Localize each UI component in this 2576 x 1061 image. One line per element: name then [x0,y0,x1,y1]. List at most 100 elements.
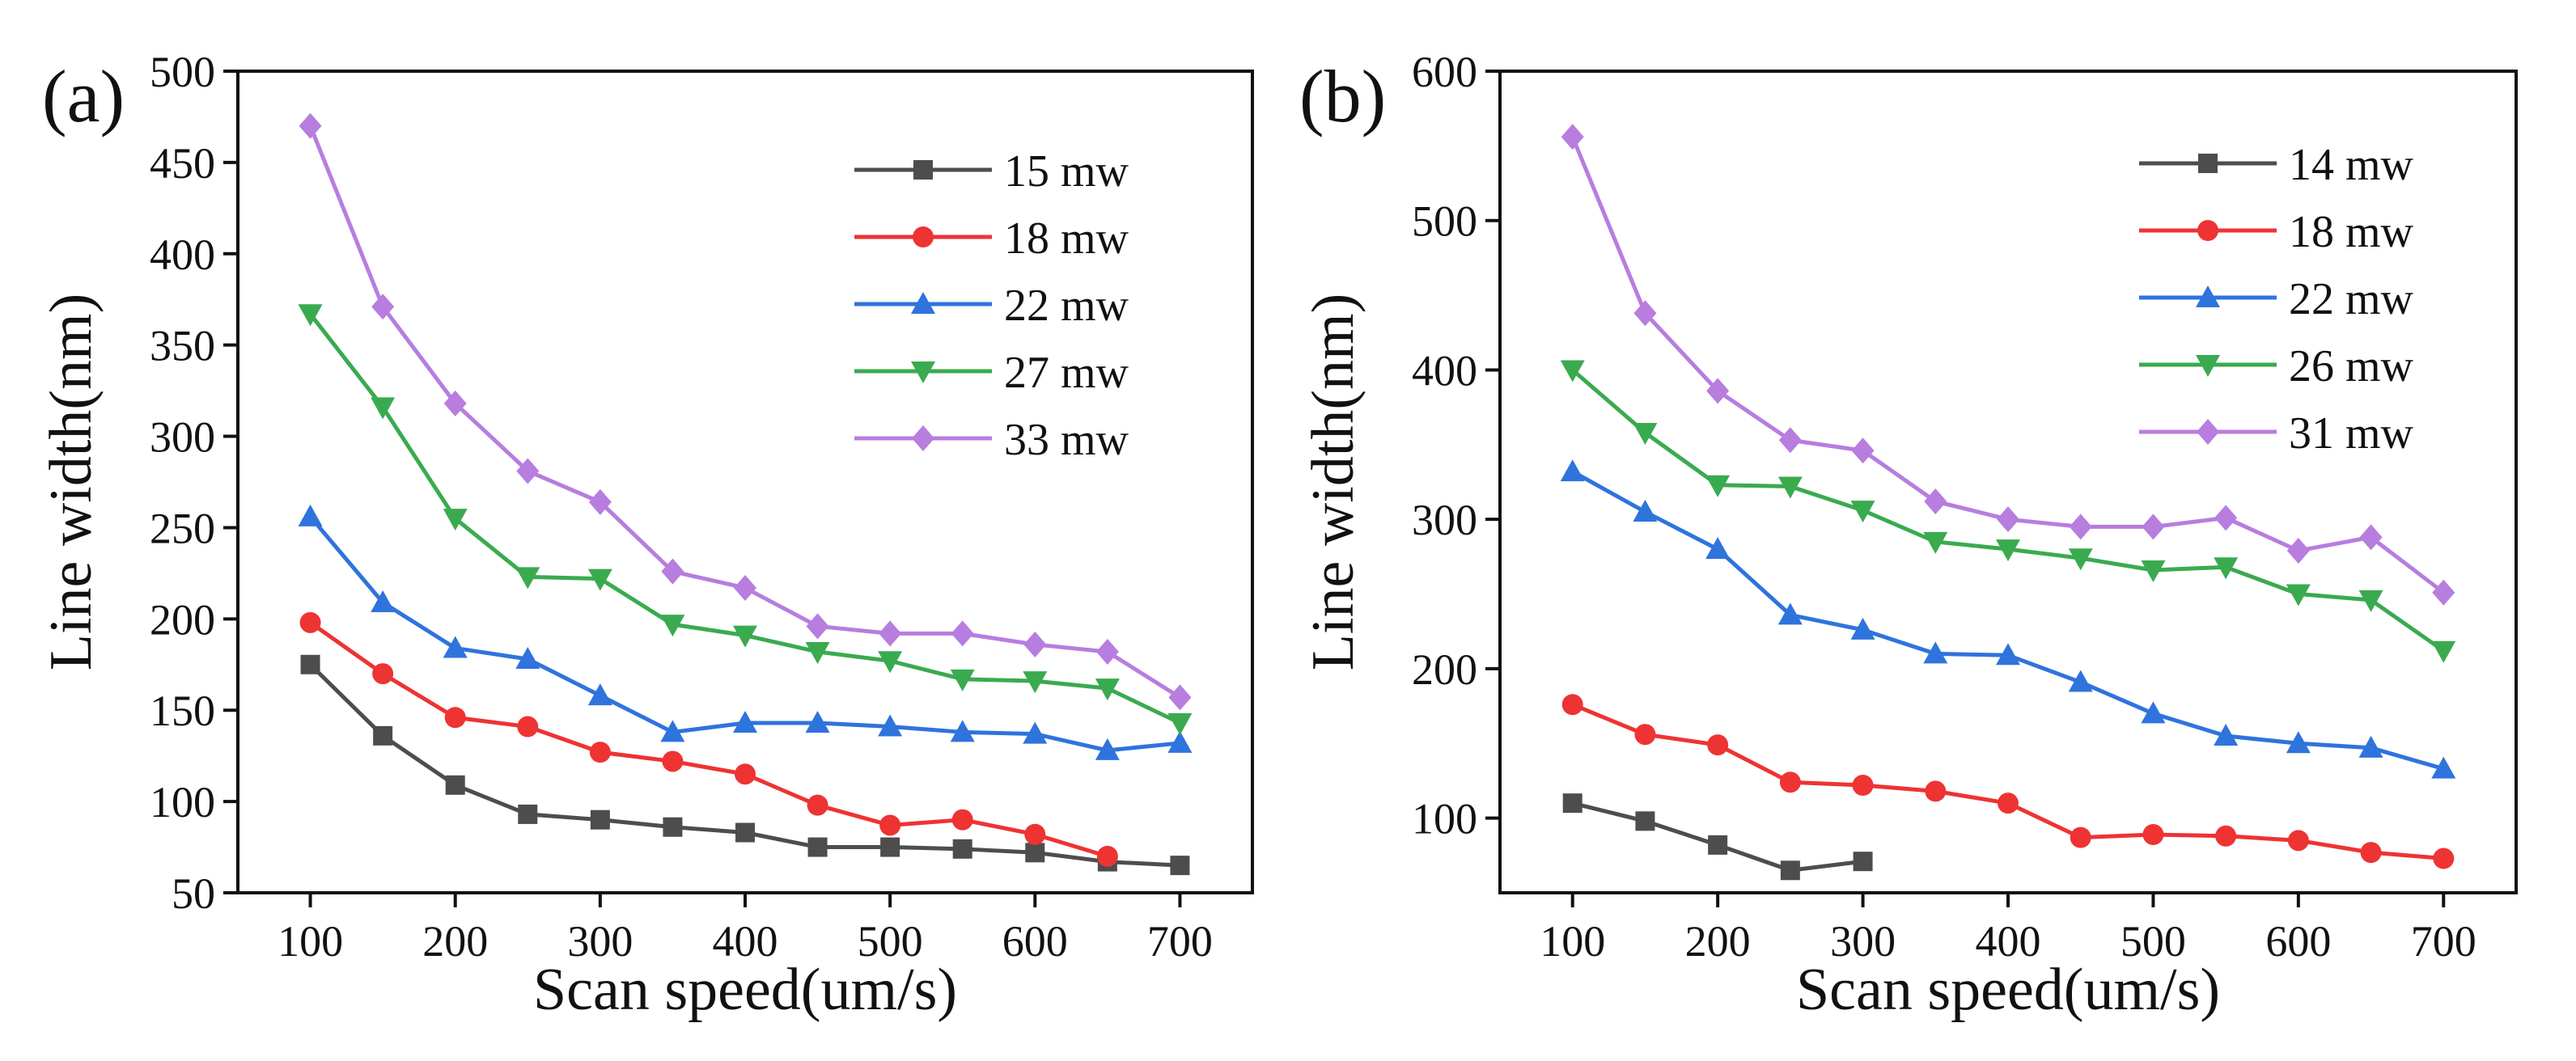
legend-marker [2196,355,2220,377]
legend-label: 22 mw [2289,274,2414,324]
data-point [445,775,465,795]
legend-entry: 22 mw [854,281,1129,331]
legend-entry: 18 mw [2139,207,2414,257]
y-tick-label: 200 [1412,645,1477,694]
data-point [443,636,468,658]
legend-label: 18 mw [1004,213,1129,264]
data-point [1167,730,1193,753]
data-point [2069,514,2092,540]
panel-label: (b) [1299,55,1386,137]
data-point [880,837,900,857]
y-tick-label: 100 [1412,795,1477,843]
data-point [2358,590,2383,612]
data-point [373,725,393,746]
x-tick-label: 700 [2411,917,2476,966]
data-point [516,458,540,484]
data-point [300,654,320,674]
data-point [1998,793,2019,814]
legend-marker [913,226,934,247]
y-tick-label: 600 [1412,48,1477,96]
data-point [1996,643,2020,666]
data-point [518,804,538,824]
data-point [805,641,830,664]
data-point [1095,738,1120,760]
data-point [298,504,323,526]
data-point [1095,638,1119,665]
data-point [1633,423,1658,446]
data-point [879,814,901,836]
y-tick-label: 300 [150,413,215,462]
x-tick-label: 100 [278,917,343,966]
data-point [2286,731,2311,754]
legend-marker [911,361,935,383]
x-tick-label: 400 [1976,917,2041,966]
data-point [663,817,683,837]
legend-label: 26 mw [2289,341,2414,391]
data-point [735,822,755,843]
x-tick-label: 400 [713,917,778,966]
y-tick-label: 250 [150,504,215,552]
data-point [1777,602,1803,625]
data-point [1852,774,1874,796]
data-point [1095,678,1120,701]
data-point [950,669,975,691]
data-point [662,750,684,772]
data-point [2214,724,2239,746]
x-axis-label: Scan speed(um/s) [533,957,957,1023]
legend-entry: 31 mw [2139,408,2414,459]
data-point [951,809,973,831]
data-point [2359,524,2383,551]
data-point [951,620,974,647]
data-point [299,112,322,139]
data-point [1170,856,1190,876]
data-point [1024,823,1046,845]
series-line [1571,702,2444,861]
data-point [1923,641,1948,664]
data-point [298,304,323,327]
panel-label: (a) [42,55,125,137]
series-15-mw [300,654,1190,876]
plot-frame [1498,70,2518,894]
legend-label: 27 mw [1004,348,1129,398]
data-point [2142,823,2164,845]
data-point [1635,811,1655,831]
legend-marker [912,425,934,451]
data-point [2070,826,2091,848]
x-tick-label: 700 [1147,917,1213,966]
legend-entry: 15 mw [854,146,1129,197]
series-18-mw [1561,694,2455,869]
data-point [735,763,756,785]
legend-entry: 22 mw [2139,274,2414,324]
data-point [1633,300,1657,327]
data-point [1850,617,1875,640]
data-point [515,647,540,670]
data-point [661,558,684,585]
data-point [1706,378,1730,404]
data-point [372,663,394,685]
x-tick-label: 100 [1540,917,1605,966]
data-point [807,837,828,857]
legend-label: 22 mw [1004,281,1129,331]
data-point [733,711,757,733]
data-point [371,294,395,320]
legend-entry: 33 mw [854,415,1129,465]
data-point [2214,557,2239,580]
series-line [309,620,1108,859]
x-tick-label: 300 [1830,917,1896,966]
data-point [515,567,540,590]
data-point [444,707,466,729]
data-point [2431,756,2456,779]
x-tick-label: 300 [567,917,633,966]
legend-entry: 14 mw [2139,140,2414,190]
data-point [1023,631,1047,657]
legend-label: 14 mw [2289,140,2414,190]
data-point [1853,852,1873,872]
data-point [1777,476,1803,499]
y-tick-label: 500 [1412,197,1477,246]
data-point [1705,537,1731,560]
data-point [590,809,610,830]
data-point [517,716,539,738]
data-point [878,651,903,674]
data-point [1168,684,1192,711]
data-point [2215,825,2237,847]
